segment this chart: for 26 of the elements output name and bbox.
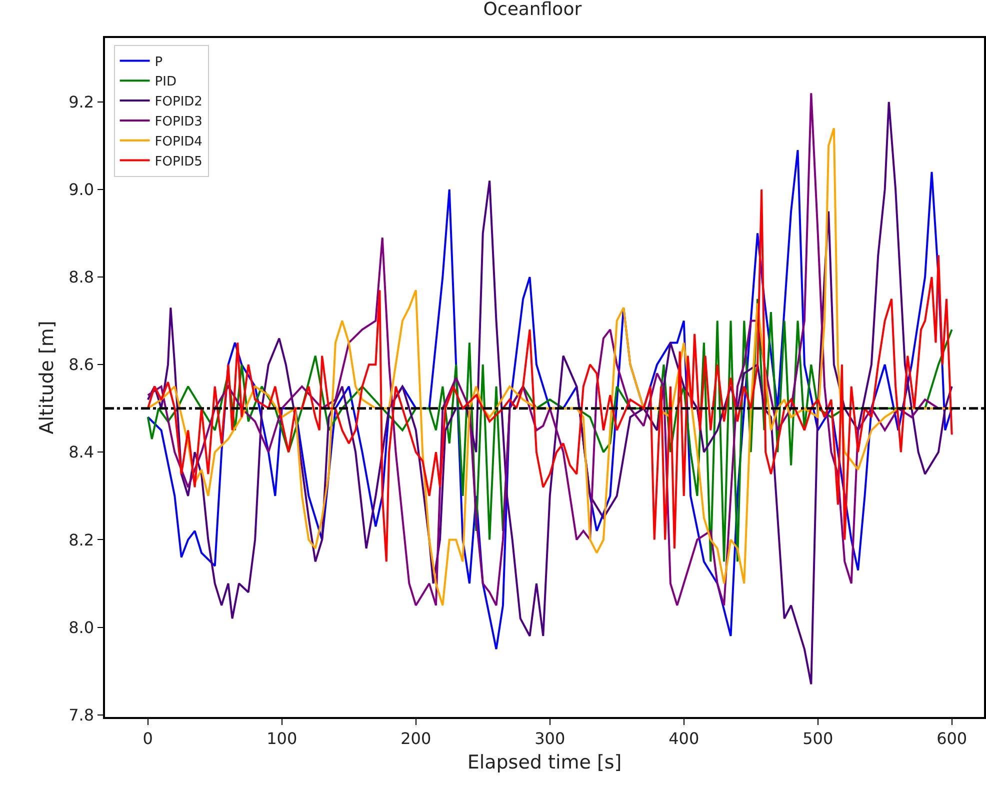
legend-label: FOPID5	[154, 154, 202, 170]
legend-label: FOPID3	[154, 114, 202, 130]
legend-label: PID	[154, 74, 176, 90]
y-tick-label: 8.2	[68, 530, 94, 550]
x-tick-label: 300	[534, 728, 566, 748]
chart-title: Oceanfloor	[483, 0, 582, 20]
x-tick-label: 400	[668, 728, 700, 748]
x-tick-label: 100	[266, 728, 298, 748]
y-tick-label: 9.2	[68, 92, 94, 112]
line-series	[146, 298, 953, 563]
y-tick-label: 7.8	[68, 705, 94, 724]
legend-label: P	[154, 54, 163, 70]
y-tick-label: 8.0	[68, 618, 94, 637]
y-tick-label: 8.8	[68, 268, 94, 287]
x-tick-label: 600	[936, 728, 968, 748]
x-tick-label: 200	[400, 728, 432, 748]
y-axis-title: Altitude [m]	[36, 320, 58, 434]
line-series	[146, 188, 953, 563]
legend-label: FOPID4	[154, 134, 202, 150]
legend-label: FOPID2	[154, 94, 202, 110]
x-tick-label: 0	[142, 728, 153, 748]
x-tick-label: 500	[802, 728, 834, 748]
y-tick-label: 8.4	[68, 442, 94, 462]
y-tick-label: 9.0	[68, 180, 94, 200]
y-tick-label: 8.6	[68, 355, 94, 374]
x-axis-title: Elapsed time [s]	[467, 751, 622, 774]
